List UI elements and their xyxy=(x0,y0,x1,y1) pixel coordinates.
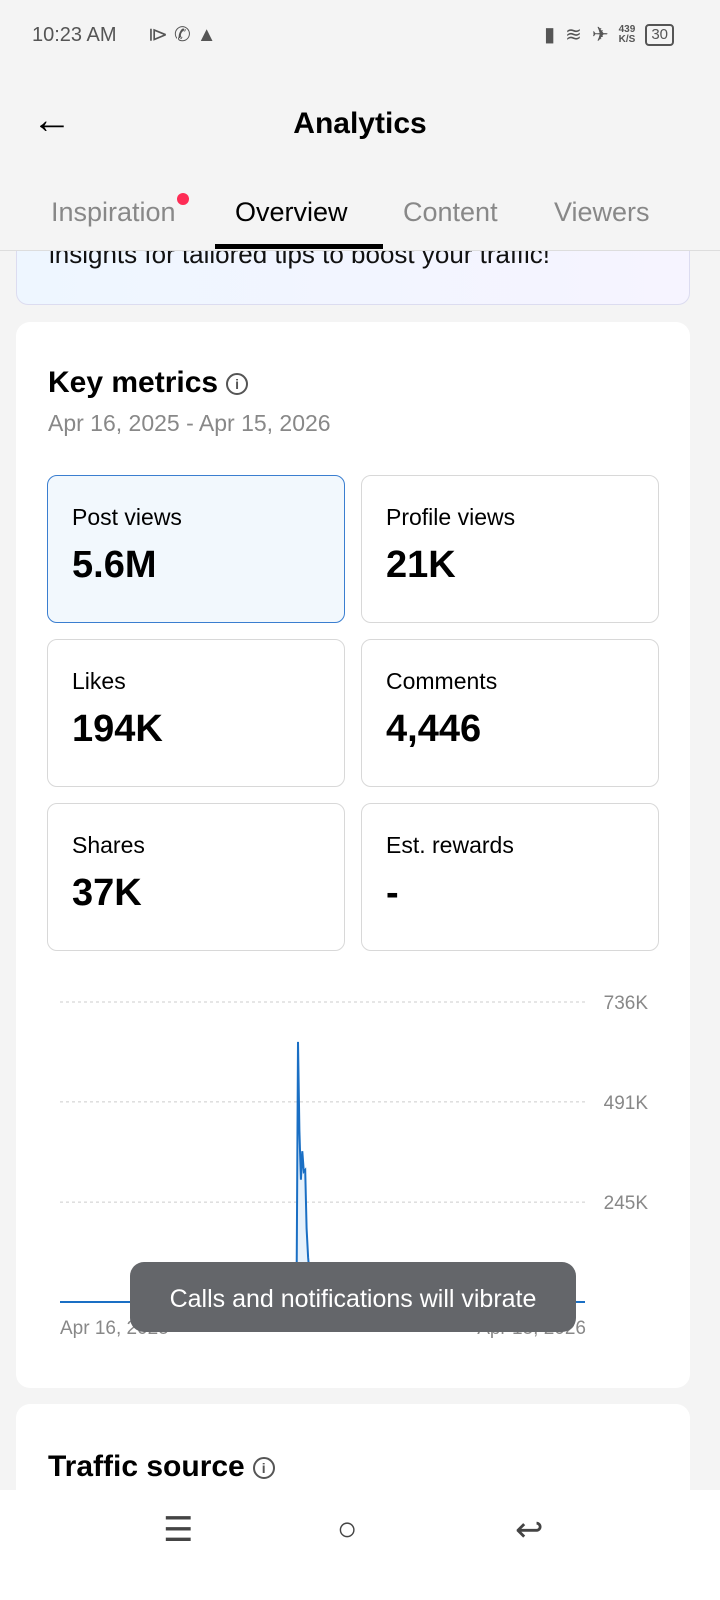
notification-dot xyxy=(176,193,189,205)
wifi-icon: ≋ xyxy=(565,24,582,46)
clock: 10:23 AM xyxy=(32,24,117,46)
whatsapp-icon: ✆ xyxy=(174,24,197,46)
metric-comments[interactable]: Comments 4,446 xyxy=(361,639,659,787)
tab-inspiration[interactable]: Inspiration xyxy=(51,193,189,228)
back-icon[interactable]: ↩ xyxy=(515,1511,544,1549)
y-tick-label: 491K xyxy=(604,1093,649,1114)
toast-message: Calls and notifications will vibrate xyxy=(130,1262,576,1332)
warning-icon: ▲ xyxy=(196,24,223,46)
back-arrow-icon[interactable]: ← xyxy=(32,98,72,142)
tab-bar: Inspiration Overview Content Viewers xyxy=(0,185,720,251)
active-tab-indicator xyxy=(215,244,383,249)
tab-content[interactable]: Content xyxy=(403,197,498,227)
y-tick-label: 245K xyxy=(604,1193,649,1214)
metric-est-rewards[interactable]: Est. rewards - xyxy=(361,803,659,951)
tab-overview[interactable]: Overview xyxy=(235,197,348,227)
network-speed: 439 K/S xyxy=(618,23,636,45)
airplane-icon: ✈ xyxy=(591,24,609,46)
metric-shares[interactable]: Shares 37K xyxy=(47,803,345,951)
metric-post-views[interactable]: Post views 5.6M xyxy=(47,475,345,623)
status-bar: 10:23 AM ⧐✆▲ ▮ ≋ ✈ 439 K/S 30 xyxy=(0,0,720,70)
notification-icons: ⧐✆▲ xyxy=(148,22,223,47)
key-metrics-card: Key metrics i Apr 16, 2025 - Apr 15, 2026… xyxy=(16,322,690,1388)
info-icon[interactable]: i xyxy=(226,373,249,395)
vibrate-icon: ▮ xyxy=(544,24,556,46)
metric-profile-views[interactable]: Profile views 21K xyxy=(361,475,659,623)
section-title: Key metrics i xyxy=(48,366,249,400)
recents-icon[interactable]: ☰ xyxy=(163,1511,194,1549)
battery-icon: 30 xyxy=(645,23,674,46)
app-header: ← Analytics xyxy=(0,70,720,180)
home-icon[interactable]: ○ xyxy=(337,1510,358,1548)
metric-likes[interactable]: Likes 194K xyxy=(47,639,345,787)
tab-viewers[interactable]: Viewers xyxy=(554,197,650,227)
section-title: Traffic source i xyxy=(48,1450,275,1484)
page-title: Analytics xyxy=(293,107,427,140)
info-icon[interactable]: i xyxy=(252,1457,275,1479)
date-range: Apr 16, 2025 - Apr 15, 2026 xyxy=(48,410,331,436)
system-nav-bar: ☰ ○ ↩ xyxy=(0,1490,720,1600)
app-notification-icon: ⧐ xyxy=(148,24,174,46)
y-tick-label: 736K xyxy=(604,993,649,1014)
